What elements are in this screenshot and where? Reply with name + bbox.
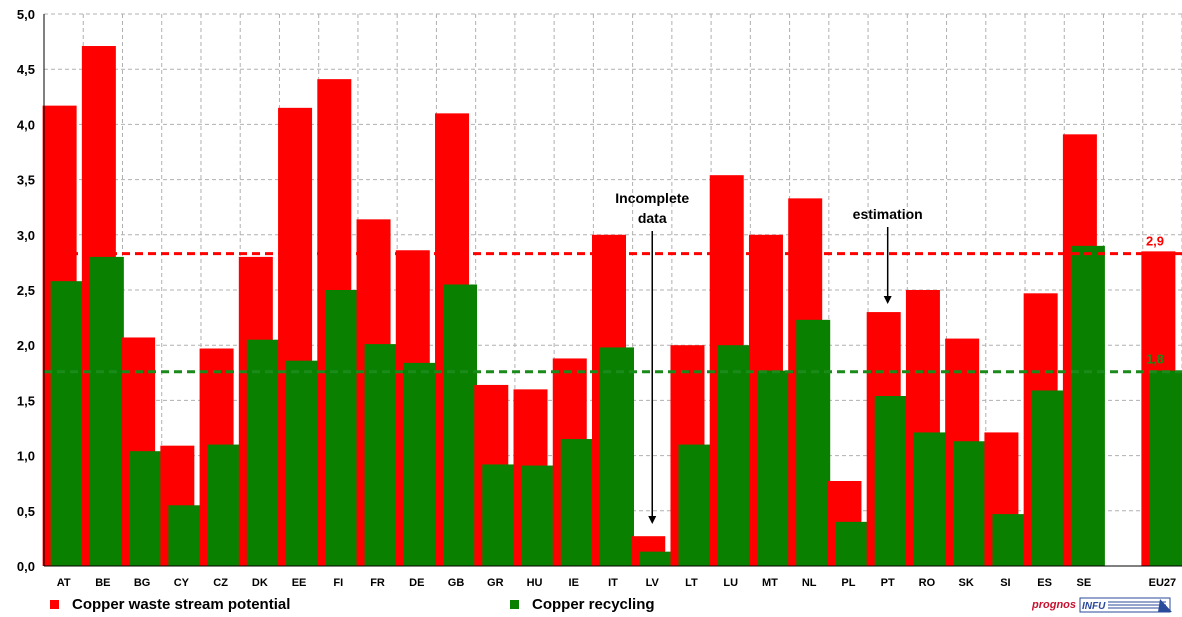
x-tick-label: GB — [448, 577, 465, 589]
x-tick-label: EE — [292, 577, 307, 589]
bar-recycling — [1149, 370, 1182, 566]
x-tick-label: PL — [841, 577, 855, 589]
bar-recycling — [1031, 390, 1066, 566]
x-tick-label: FR — [370, 577, 385, 589]
y-tick-label: 4,0 — [17, 117, 35, 132]
annotation-label: estimation — [853, 206, 923, 222]
bar-recycling — [717, 345, 752, 566]
legend-label: Copper waste stream potential — [72, 596, 291, 613]
x-tick-label: IE — [569, 577, 579, 589]
x-tick-label: BE — [95, 577, 110, 589]
bar-recycling — [953, 441, 988, 566]
y-tick-label: 0,0 — [17, 559, 35, 574]
x-tick-label: IT — [608, 577, 618, 589]
x-tick-label: CZ — [213, 577, 228, 589]
bar-recycling — [89, 256, 124, 566]
bar-recycling — [286, 360, 321, 566]
x-tick-label: FI — [333, 577, 343, 589]
bar-recycling — [874, 395, 909, 566]
bar-recycling — [168, 505, 203, 566]
x-tick-label: LV — [646, 577, 660, 589]
bar-recycling — [443, 284, 478, 566]
reference-line-label: 2,9 — [1146, 234, 1164, 249]
x-tick-label: LT — [685, 577, 698, 589]
y-tick-label: 1,5 — [17, 393, 35, 408]
bars — [42, 46, 1182, 567]
logo-text-infu: INFU — [1082, 601, 1106, 612]
bar-recycling — [207, 444, 242, 566]
bar-recycling — [913, 432, 948, 566]
x-tick-label: DE — [409, 577, 424, 589]
annotation-label: Incomplete data — [615, 190, 689, 226]
x-tick-label: LU — [723, 577, 738, 589]
x-tick-label: GR — [487, 577, 504, 589]
bar-recycling — [1070, 245, 1105, 566]
x-tick-label: PT — [881, 577, 895, 589]
x-tick-label: MT — [762, 577, 778, 589]
bar-recycling — [796, 319, 831, 566]
annotations: Incomplete data estimation — [615, 190, 923, 524]
reference-line-label: 1,8 — [1146, 352, 1164, 367]
y-tick-label: 2,0 — [17, 338, 35, 353]
x-tick-label: DK — [252, 577, 268, 589]
y-tick-label: 2,5 — [17, 283, 35, 298]
y-tick-label: 4,5 — [17, 62, 35, 77]
x-tick-label: SE — [1077, 577, 1092, 589]
bar-recycling — [835, 521, 870, 566]
x-tick-label: RO — [919, 577, 936, 589]
axes: 0,0 0,5 1,0 1,5 2,0 2,5 3,0 3,5 4,0 4,5 5,0 AT BE BG C… — [17, 7, 1182, 589]
y-tick-label: 5,0 — [17, 7, 35, 22]
y-tick-label: 1,0 — [17, 449, 35, 464]
legend-swatch-red — [50, 600, 59, 609]
annotation-arrowhead — [883, 296, 892, 304]
legend-item-waste-potential: Copper waste stream potential — [50, 596, 290, 613]
bar-recycling — [50, 281, 85, 566]
x-tick-label: EU27 — [1149, 577, 1177, 589]
x-tick-label: HU — [527, 577, 543, 589]
bar-recycling — [560, 439, 595, 566]
x-tick-label: NL — [802, 577, 817, 589]
bar-recycling — [756, 370, 791, 566]
legend-label: Copper recycling — [532, 596, 655, 613]
x-tick-label: SK — [959, 577, 974, 589]
x-tick-label: AT — [57, 577, 71, 589]
logo-text-prognos: prognos — [1032, 599, 1076, 611]
bar-recycling — [521, 465, 556, 566]
bar-recycling — [246, 339, 281, 566]
x-tick-label: SI — [1000, 577, 1010, 589]
bar-recycling — [639, 551, 674, 566]
bar-recycling — [992, 514, 1027, 566]
bar-recycling — [364, 344, 399, 566]
x-tick-label: CY — [174, 577, 190, 589]
bar-chart: 2,9 1,8 0,0 0,5 1,0 1,5 2,0 2,5 3,0 3,5 4,0 4,5 5,0… — [17, 7, 1182, 589]
y-tick-label: 0,5 — [17, 504, 35, 519]
y-tick-label: 3,5 — [17, 173, 35, 188]
bar-recycling — [129, 451, 164, 566]
x-tick-label: ES — [1037, 577, 1052, 589]
bar-recycling — [678, 444, 713, 566]
reference-lines: 2,9 1,8 — [44, 234, 1182, 374]
x-tick-label: BG — [134, 577, 151, 589]
bar-recycling — [482, 464, 517, 566]
y-tick-label: 3,0 — [17, 228, 35, 243]
legend-swatch-green — [510, 600, 519, 609]
legend-item-recycling: Copper recycling — [510, 596, 655, 613]
prognos-infu-logo: prognos INFU — [1032, 597, 1172, 613]
annotation-arrowhead — [648, 516, 657, 524]
bar-recycling — [600, 347, 634, 566]
bar-recycling — [403, 362, 438, 566]
bar-recycling — [325, 290, 360, 566]
